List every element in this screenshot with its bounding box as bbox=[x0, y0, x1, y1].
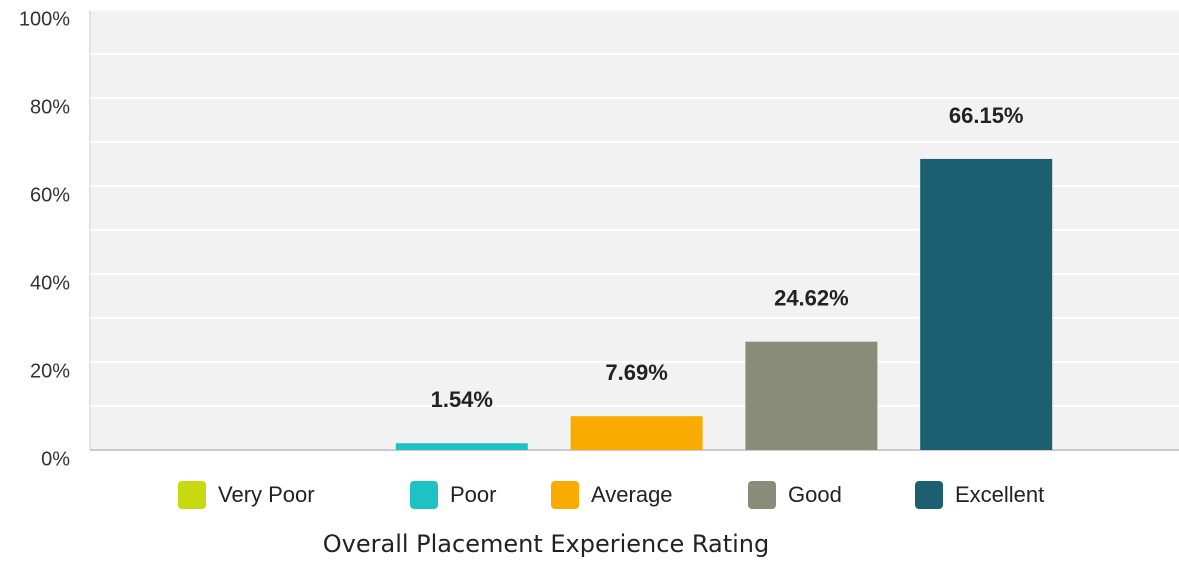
bar bbox=[395, 443, 528, 450]
y-tick-label: 0% bbox=[41, 448, 70, 470]
legend-label: Excellent bbox=[955, 482, 1044, 507]
value-label: 1.54% bbox=[431, 387, 493, 412]
legend-swatch bbox=[915, 481, 943, 509]
y-tick-label: 40% bbox=[30, 272, 70, 294]
legend-label: Very Poor bbox=[218, 482, 315, 507]
y-tick-label: 80% bbox=[30, 96, 70, 118]
y-tick-label: 60% bbox=[30, 184, 70, 206]
y-tick-label: 100% bbox=[19, 8, 70, 30]
bar bbox=[570, 416, 703, 450]
legend-swatch bbox=[178, 481, 206, 509]
value-label: 7.69% bbox=[605, 360, 667, 385]
legend-label: Poor bbox=[450, 482, 496, 507]
bar bbox=[920, 158, 1053, 450]
chart-title: Overall Placement Experience Rating bbox=[323, 530, 769, 558]
legend-label: Average bbox=[591, 482, 673, 507]
legend-label: Good bbox=[788, 482, 842, 507]
legend-swatch bbox=[410, 481, 438, 509]
legend-swatch bbox=[748, 481, 776, 509]
bar bbox=[745, 341, 878, 450]
y-tick-label: 20% bbox=[30, 360, 70, 382]
value-label: 24.62% bbox=[774, 285, 849, 310]
value-label: 66.15% bbox=[949, 103, 1024, 128]
legend-swatch bbox=[551, 481, 579, 509]
